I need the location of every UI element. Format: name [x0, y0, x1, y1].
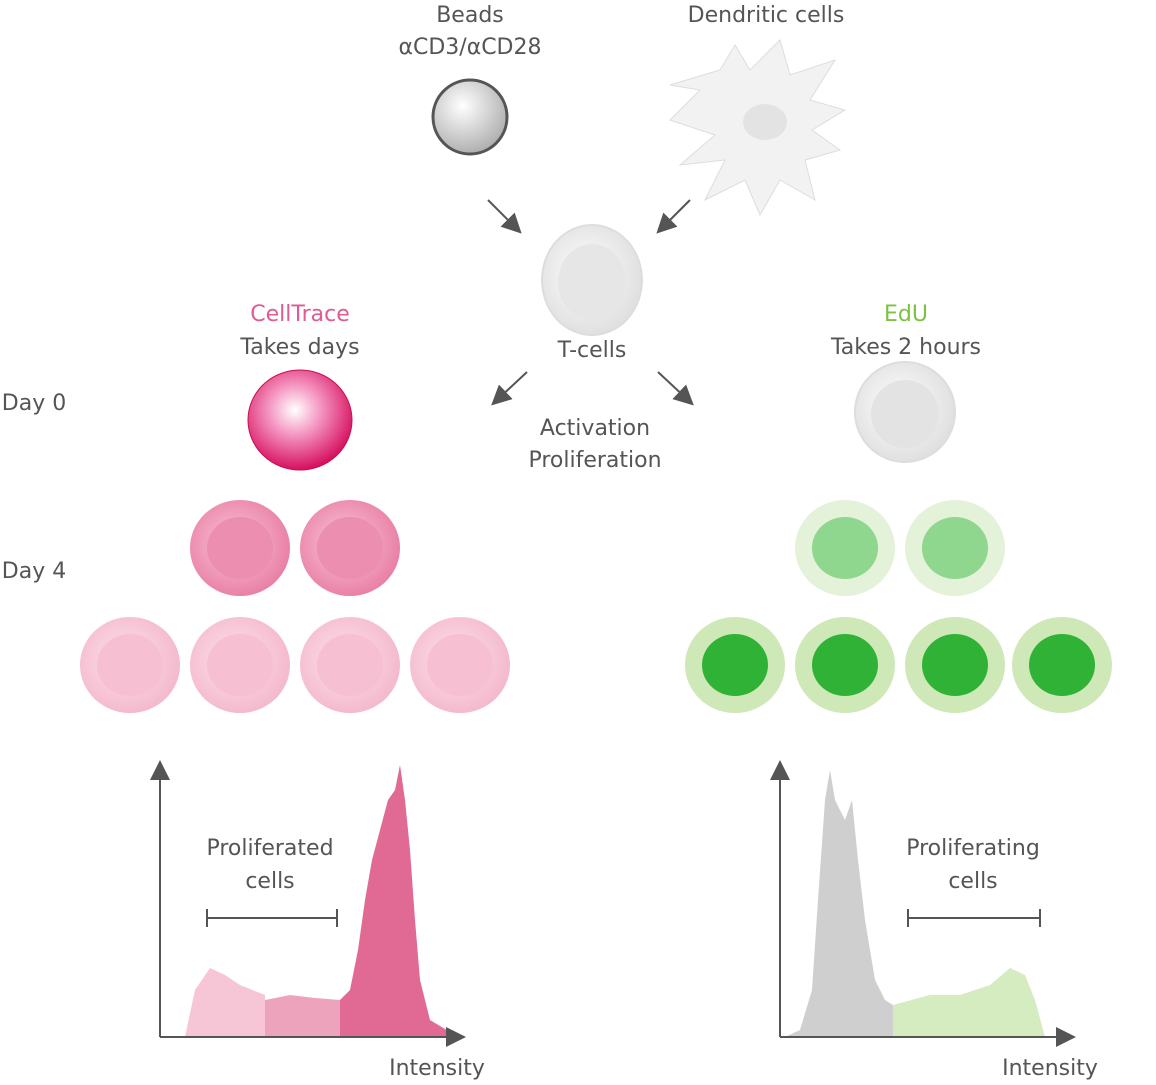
- x-axis-label: Intensity: [1002, 1056, 1098, 1081]
- celltrace-histogram: [150, 760, 466, 1047]
- arrow: [491, 371, 528, 406]
- day-label: Day 0: [2, 391, 66, 416]
- day-label: Day 4: [2, 559, 66, 584]
- method-duration: Takes days: [239, 335, 359, 360]
- annotation: Proliferated: [206, 836, 333, 861]
- process-label: Proliferation: [528, 448, 661, 473]
- beads-label: Beads: [436, 3, 504, 28]
- process-label: Activation: [540, 416, 650, 441]
- arrow: [657, 371, 694, 406]
- celltrace-cells: [80, 500, 510, 713]
- annotation: Proliferating: [906, 836, 1040, 861]
- celltrace-cell: [247, 369, 353, 471]
- annotation: cells: [245, 869, 294, 894]
- t-cells-label: T-cells: [557, 338, 627, 363]
- arrow: [487, 199, 522, 234]
- edu-cells: [685, 500, 1112, 713]
- method-duration: Takes 2 hours: [830, 335, 981, 360]
- annotation: cells: [948, 869, 997, 894]
- dendritic-label: Dendritic cells: [688, 3, 845, 28]
- bead: [431, 78, 509, 156]
- method-name: CellTrace: [250, 302, 349, 327]
- edu-nucleus: [871, 380, 939, 448]
- dendritic-nucleus: [743, 104, 787, 140]
- method-name: EdU: [884, 302, 928, 327]
- beads-sublabel: αCD3/αCD28: [398, 35, 541, 60]
- arrow: [656, 199, 691, 234]
- edu-histogram: [770, 760, 1076, 1047]
- t-cell-nucleus: [558, 244, 626, 320]
- x-axis-label: Intensity: [389, 1056, 485, 1081]
